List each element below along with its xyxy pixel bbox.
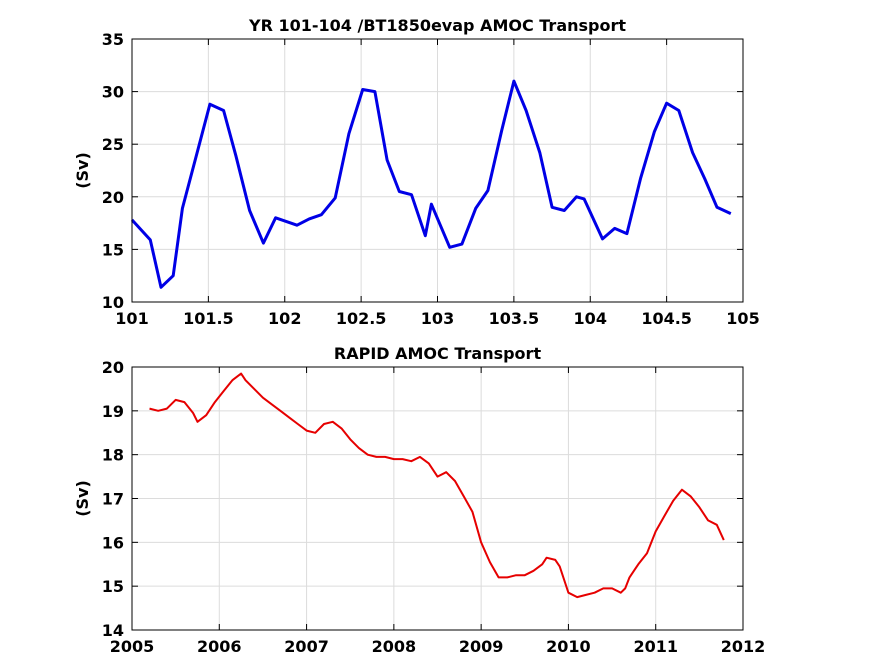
y-tick-label: 10	[102, 293, 124, 312]
x-tick-label: 102	[268, 309, 301, 328]
series-line	[149, 372, 725, 599]
y-tick-label: 14	[102, 621, 124, 640]
y-tick-label: 30	[102, 83, 124, 102]
y-axis-label: (Sv)	[73, 480, 92, 517]
y-tick-label: 20	[102, 358, 124, 377]
y-tick-label: 25	[102, 135, 124, 154]
y-tick-label: 15	[102, 240, 124, 259]
y-tick-label: 17	[102, 490, 124, 509]
x-tick-label: 2010	[546, 637, 591, 656]
chart-title: YR 101-104 /BT1850evap AMOC Transport	[248, 16, 626, 35]
y-tick-label: 20	[102, 188, 124, 207]
bottom-axes: 2005 2006 2007 2008 2009 2010 2011 2012 14 15 16 17…	[73, 344, 765, 656]
x-tick-label: 103.5	[489, 309, 540, 328]
x-tick-label: 101	[115, 309, 148, 328]
x-tick-label: 2005	[110, 637, 155, 656]
series-line	[130, 79, 732, 289]
x-tick-label: 104	[574, 309, 607, 328]
x-tick-label: 101.5	[183, 309, 234, 328]
y-tick-label: 35	[102, 30, 124, 49]
y-tick-label: 18	[102, 446, 124, 465]
x-tick-label: 104.5	[641, 309, 692, 328]
y-tick-label: 16	[102, 533, 124, 552]
x-tick-label: 2007	[284, 637, 329, 656]
x-tick-label: 102.5	[336, 309, 387, 328]
x-tick-label: 105	[726, 309, 759, 328]
x-tick-label: 2011	[633, 637, 678, 656]
y-tick-label: 19	[102, 402, 124, 421]
chart-title: RAPID AMOC Transport	[334, 344, 542, 363]
y-axis-label: (Sv)	[73, 152, 92, 189]
x-tick-label: 2012	[721, 637, 766, 656]
x-tick-label: 103	[421, 309, 454, 328]
top-axes: 101 101.5 102 102.5 103 103.5 104 104.5 105 10 15 2…	[73, 16, 760, 328]
y-tick-label: 15	[102, 577, 124, 596]
x-tick-label: 2008	[372, 637, 417, 656]
x-tick-label: 2006	[197, 637, 242, 656]
x-tick-label: 2009	[459, 637, 504, 656]
